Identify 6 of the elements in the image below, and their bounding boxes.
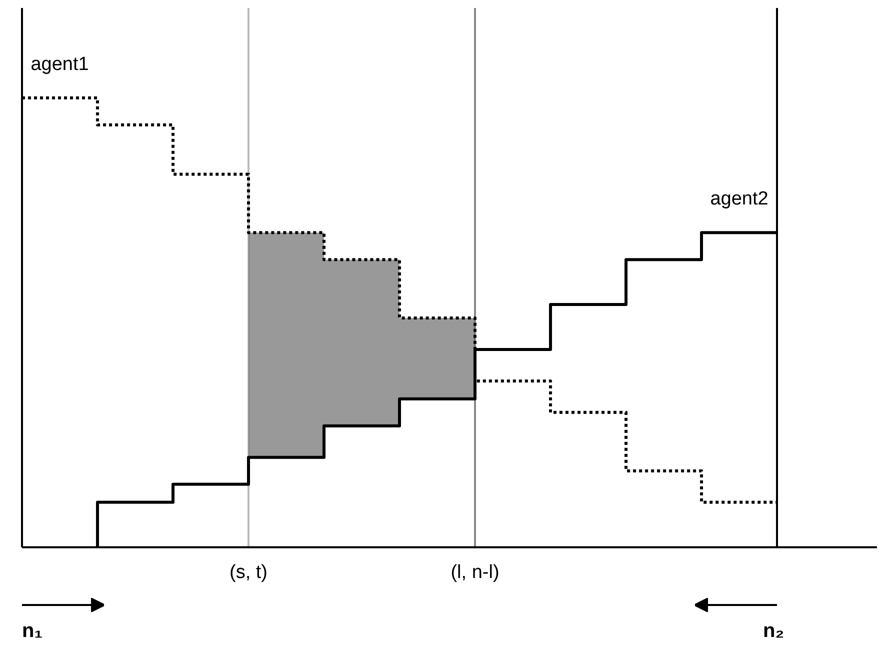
text: n₁ bbox=[22, 620, 42, 643]
text: n₂ bbox=[763, 620, 784, 643]
series-label: agent2 bbox=[710, 188, 768, 210]
x-tick-label: (s, t) bbox=[230, 562, 268, 583]
series-label: agent1 bbox=[30, 54, 89, 75]
x-tick-label: (l, n-l) bbox=[450, 562, 500, 583]
